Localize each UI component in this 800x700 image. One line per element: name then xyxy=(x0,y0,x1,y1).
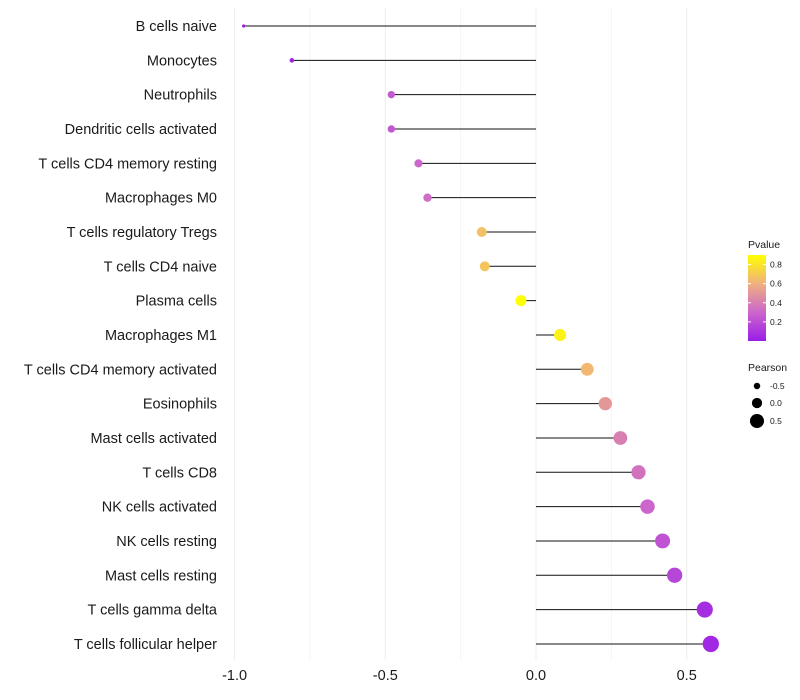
category-label: Mast cells resting xyxy=(105,568,217,584)
lollipop-dot xyxy=(613,431,628,445)
lollipop-dot xyxy=(554,328,567,342)
x-tick-label: 0.5 xyxy=(677,668,697,684)
color-legend-tick-label: 0.4 xyxy=(770,298,782,308)
category-label: Neutrophils xyxy=(144,88,217,104)
color-legend-tick-label: 0.2 xyxy=(770,317,782,327)
category-label: T cells CD4 memory activated xyxy=(24,362,217,378)
size-legend-title: Pearson xyxy=(748,362,787,374)
lollipop-dot xyxy=(598,396,612,411)
grid-lines xyxy=(234,8,688,660)
category-label: T cells follicular helper xyxy=(74,637,217,653)
category-label: NK cells activated xyxy=(102,500,217,516)
size-legend-dot xyxy=(751,397,763,409)
category-label: Eosinophils xyxy=(143,397,217,413)
category-label: B cells naive xyxy=(136,19,217,35)
category-label: Plasma cells xyxy=(136,294,217,310)
size-legend-label: 0.0 xyxy=(770,398,782,408)
color-legend-tick-label: 0.6 xyxy=(770,279,782,289)
x-tick-label: -1.0 xyxy=(222,668,247,684)
category-label: T cells regulatory Tregs xyxy=(67,225,217,241)
x-tick-label: 0.0 xyxy=(526,668,546,684)
color-legend-bar xyxy=(748,255,766,341)
category-label: Monocytes xyxy=(147,53,217,69)
lollipop-dot xyxy=(696,601,713,618)
size-legend-dot xyxy=(753,382,761,390)
lollipop-dots xyxy=(242,24,719,653)
size-legend-label: -0.5 xyxy=(770,381,785,391)
category-label: T cells gamma delta xyxy=(88,603,218,619)
lollipop-dot xyxy=(414,159,423,168)
category-label: Macrophages M0 xyxy=(105,191,217,207)
lollipop-stems xyxy=(243,25,711,645)
lollipop-dot xyxy=(476,227,487,237)
lollipop-dot xyxy=(387,125,396,133)
lollipop-dot xyxy=(387,90,396,99)
size-legend-keys: -0.5 0.0 0.5 xyxy=(749,381,785,429)
lollipop-dot xyxy=(479,261,490,272)
color-legend-tick-label: 0.8 xyxy=(770,260,782,270)
lollipop-dot xyxy=(702,635,719,653)
category-label: NK cells resting xyxy=(116,534,217,550)
x-axis-ticks: -1.0 -0.5 0.0 0.5 xyxy=(222,668,697,684)
category-label: Dendritic cells activated xyxy=(65,122,217,138)
category-label: Macrophages M1 xyxy=(105,328,217,344)
lollipop-dot xyxy=(667,567,683,583)
category-label: T cells CD4 naive xyxy=(104,259,217,275)
category-label: Mast cells activated xyxy=(90,431,217,447)
lollipop-dot xyxy=(242,24,246,28)
x-tick-label: -0.5 xyxy=(373,668,398,684)
legend: Pvalue 0.8 0.6 0.4 0.2 Pearson -0.5 0.0 0.5 xyxy=(748,239,787,429)
lollipop-dot xyxy=(289,58,295,63)
color-legend-title: Pvalue xyxy=(748,239,780,251)
lollipop-dot xyxy=(580,362,594,376)
category-label: T cells CD8 xyxy=(142,465,217,481)
category-label: T cells CD4 memory resting xyxy=(38,156,217,172)
category-labels: B cells naive Monocytes Neutrophils Dendrit… xyxy=(24,19,218,653)
lollipop-dot xyxy=(640,499,655,514)
lollipop-dot xyxy=(631,465,646,480)
lollipop-dot xyxy=(655,533,671,549)
lollipop-dot xyxy=(423,193,432,202)
color-legend-ticks: 0.8 0.6 0.4 0.2 xyxy=(748,260,782,327)
size-legend-label: 0.5 xyxy=(770,416,782,426)
size-legend-dot xyxy=(749,413,765,429)
lollipop-dot xyxy=(515,295,527,307)
